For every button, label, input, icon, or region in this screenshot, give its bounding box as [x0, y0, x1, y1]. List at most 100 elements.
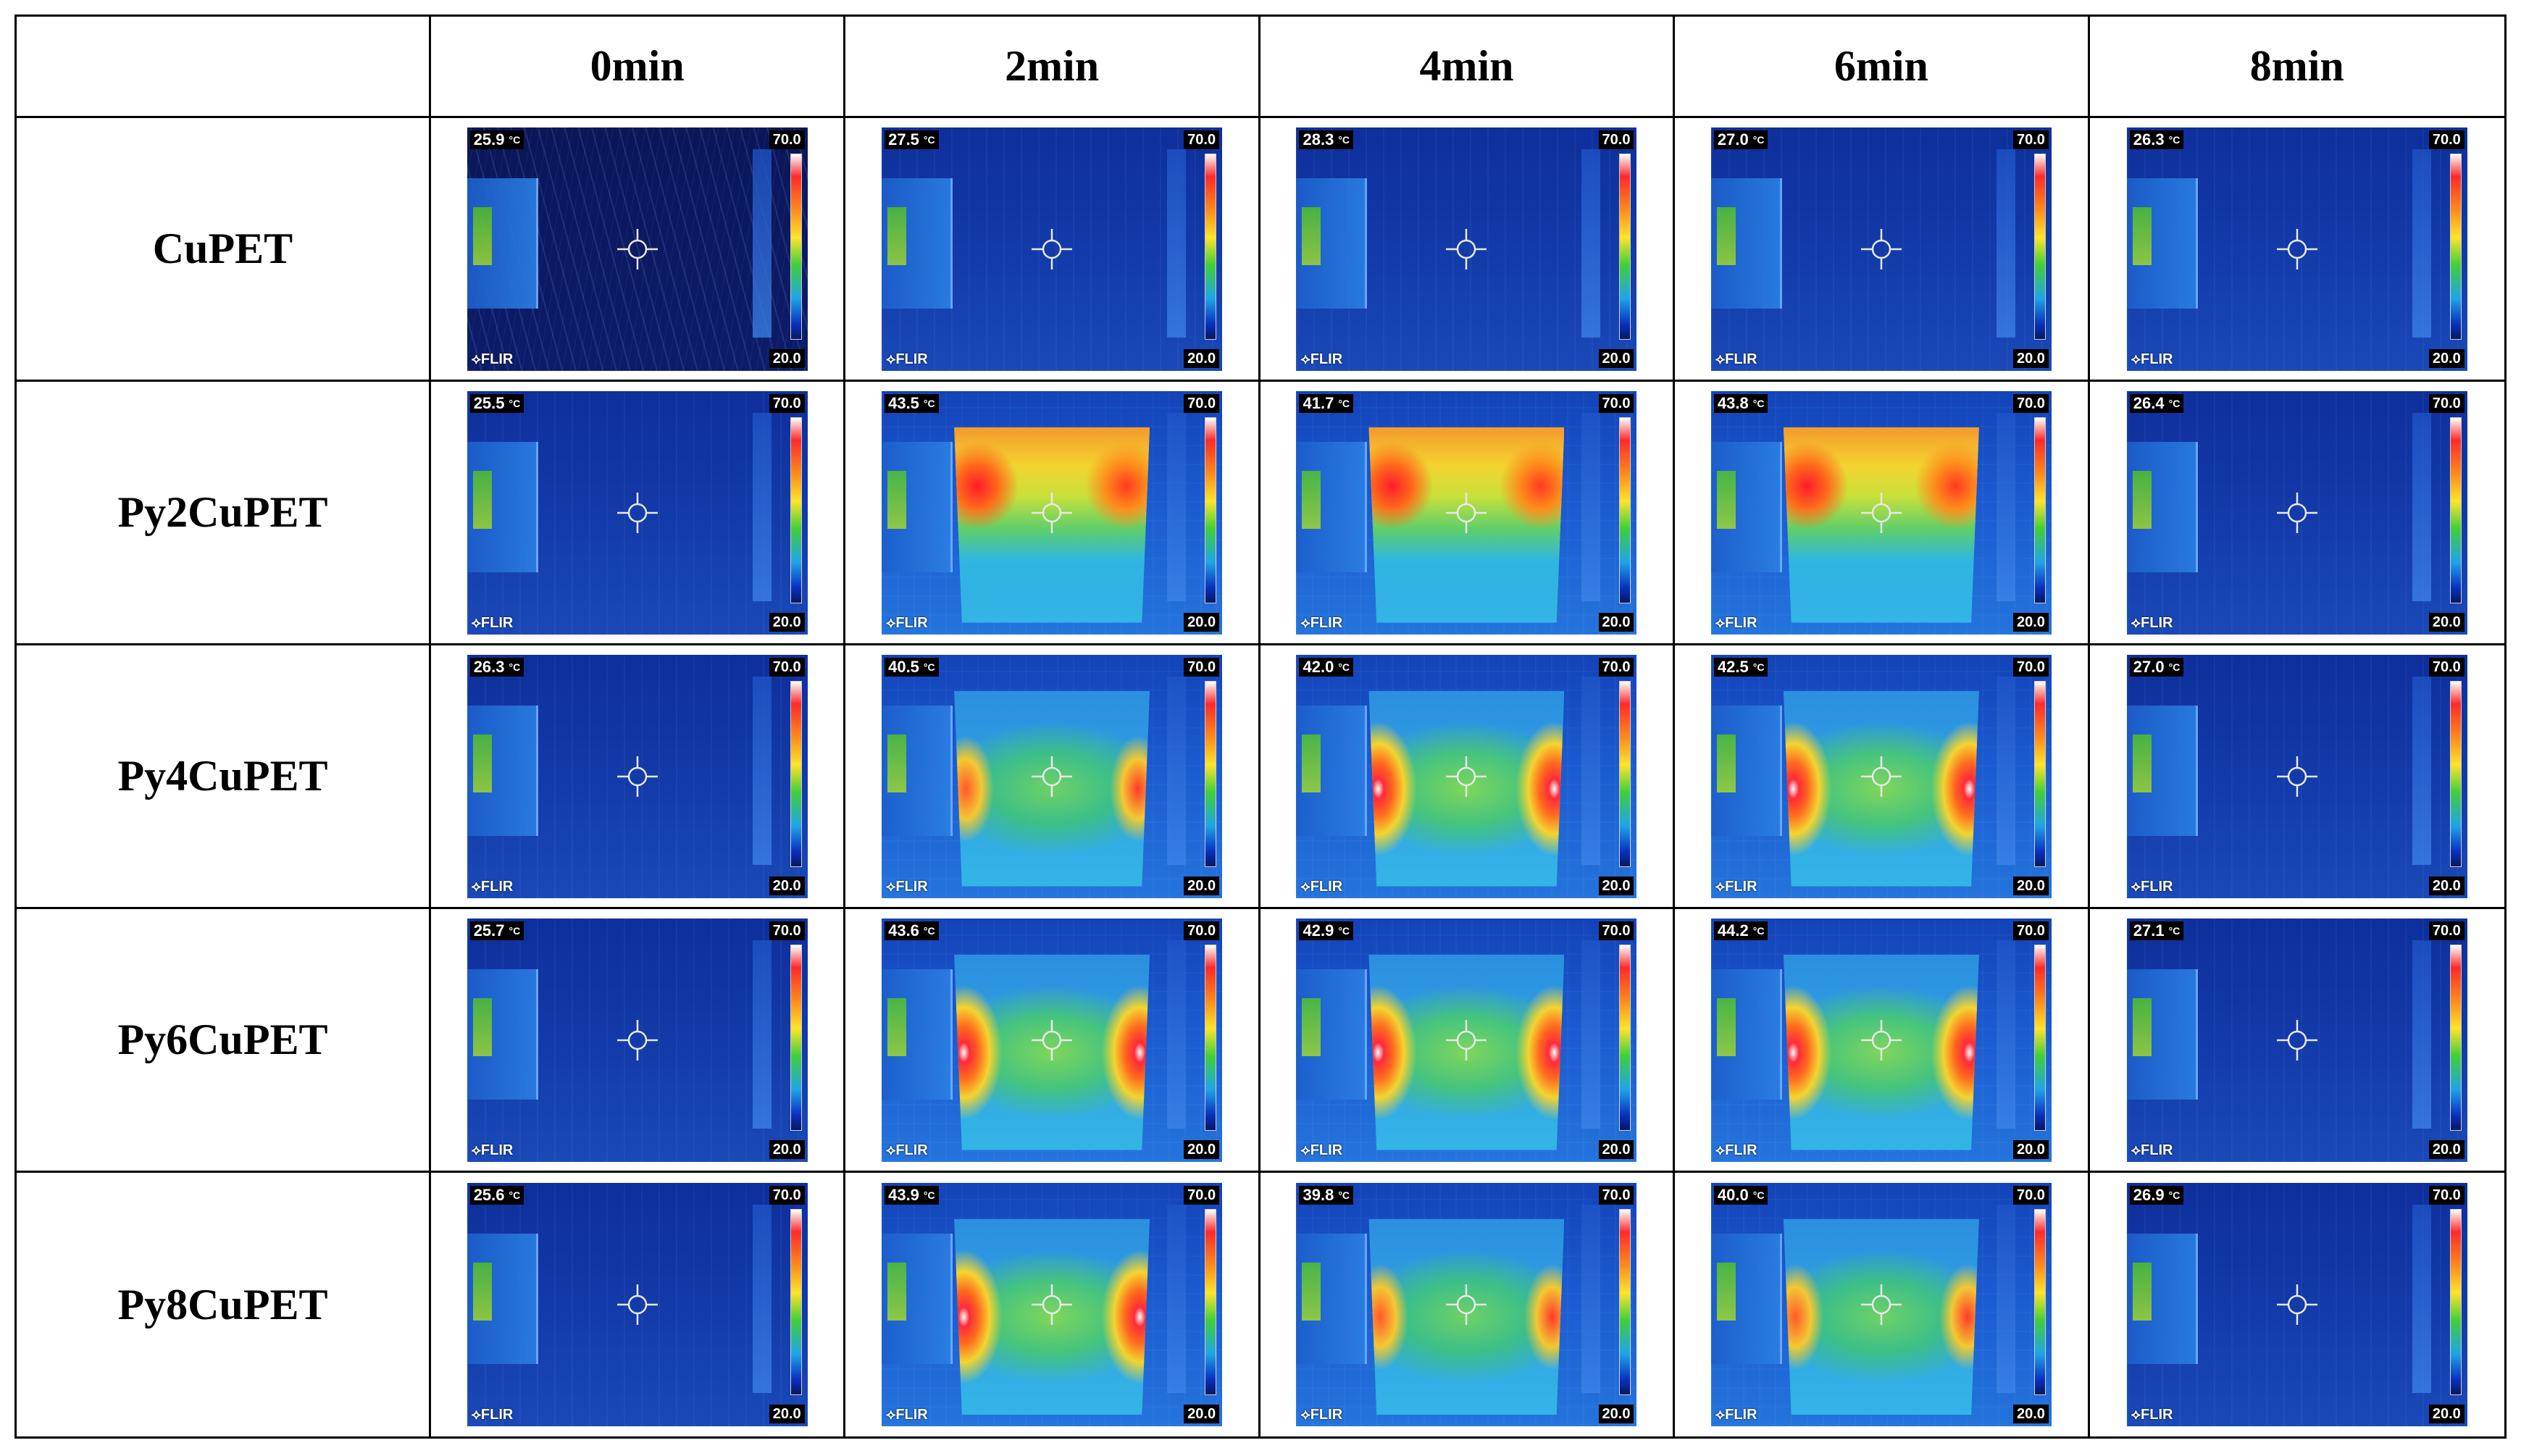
machine-structure: [882, 968, 953, 1100]
scale-max-label: 70.0: [1184, 130, 1220, 149]
flir-logo: ⟡FLIR: [471, 614, 514, 631]
image-cell: 42.9 °C 70.0 20.0 ⟡FLIR: [1260, 909, 1676, 1173]
scale-min-label: 20.0: [769, 1405, 805, 1423]
temperature-value: 26.3: [2133, 130, 2165, 148]
column-header-cell: 4min: [1260, 17, 1676, 118]
thermal-image: 43.6 °C 70.0 20.0 ⟡FLIR: [882, 918, 1223, 1162]
heated-fabric: [1783, 954, 1979, 1150]
scale-max-label: 70.0: [1598, 393, 1634, 413]
crosshair-icon: [1032, 228, 1073, 269]
machine-structure: [1710, 1234, 1782, 1364]
scale-min-label: 20.0: [2012, 612, 2049, 632]
scale-max-label: 70.0: [769, 921, 805, 940]
temperature-unit: °C: [923, 133, 935, 146]
temperature-scale-bar: [2033, 680, 2046, 867]
machine-structure: [1296, 177, 1368, 309]
image-cell: 26.3 °C 70.0 20.0 ⟡FLIR: [431, 645, 846, 909]
machine-post: [1996, 1205, 2015, 1393]
machine-post: [752, 676, 772, 865]
scale-min-label: 20.0: [1598, 1405, 1634, 1423]
temperature-scale-bar: [1619, 1209, 1631, 1395]
flir-logo: ⟡FLIR: [471, 1142, 514, 1158]
image-cell: 39.8 °C 70.0 20.0 ⟡FLIR: [1260, 1173, 1676, 1436]
machine-post: [1581, 676, 1601, 865]
thermal-image: 25.5 °C 70.0 20.0 ⟡FLIR: [467, 390, 808, 635]
crosshair-icon: [616, 228, 658, 269]
scale-max-label: 70.0: [1184, 1186, 1220, 1205]
image-cell: 25.7 °C 70.0 20.0 ⟡FLIR: [431, 909, 846, 1173]
thermal-image: 26.4 °C 70.0 20.0 ⟡FLIR: [2126, 390, 2467, 635]
row-header: Py4CuPET: [117, 752, 328, 800]
temperature-scale-bar: [2033, 417, 2046, 603]
scale-min-label: 20.0: [769, 876, 805, 895]
machine-post: [1996, 148, 2015, 338]
scale-max-label: 70.0: [2012, 393, 2049, 413]
thermal-image: 25.7 °C 70.0 20.0 ⟡FLIR: [467, 918, 808, 1162]
temperature-unit: °C: [2168, 397, 2181, 409]
machine-structure: [1296, 1234, 1368, 1364]
temperature-unit: °C: [2168, 1189, 2181, 1201]
thermal-image: 42.9 °C 70.0 20.0 ⟡FLIR: [1296, 918, 1637, 1162]
crosshair-icon: [1032, 1019, 1073, 1060]
thermal-image: 27.0 °C 70.0 20.0 ⟡FLIR: [2126, 654, 2467, 898]
temperature-unit: °C: [1338, 397, 1350, 409]
crosshair-icon: [1860, 1284, 1902, 1325]
flir-logo: ⟡FLIR: [471, 1407, 514, 1423]
row-header-cell: Py2CuPET: [17, 382, 431, 645]
temperature-scale-bar: [2449, 153, 2462, 340]
crosshair-icon: [1860, 756, 1902, 797]
flir-logo: ⟡FLIR: [2131, 614, 2173, 631]
flir-logo: ⟡FLIR: [886, 614, 928, 631]
thermal-image: 28.3 °C 70.0 20.0 ⟡FLIR: [1296, 127, 1637, 371]
temperature-value: 26.4: [2133, 393, 2165, 412]
thermal-image: 44.2 °C 70.0 20.0 ⟡FLIR: [1710, 918, 2052, 1162]
image-cell: 26.3 °C 70.0 20.0 ⟡FLIR: [2089, 118, 2504, 382]
temperature-unit: °C: [509, 133, 521, 146]
temperature-scale-bar: [2033, 153, 2046, 340]
flir-logo: ⟡FLIR: [1300, 1407, 1343, 1423]
temperature-scale-bar: [790, 153, 802, 340]
machine-post: [2412, 412, 2431, 601]
temperature-unit: °C: [509, 924, 521, 937]
temperature-readout: 43.5 °C: [885, 393, 939, 413]
temperature-readout: 27.0 °C: [1713, 130, 1768, 149]
image-cell: 27.1 °C 70.0 20.0 ⟡FLIR: [2089, 909, 2504, 1173]
row-header: Py2CuPET: [117, 488, 328, 536]
column-header: 4min: [1419, 42, 1514, 90]
scale-min-label: 20.0: [2428, 612, 2464, 632]
heated-fabric: [954, 690, 1150, 887]
thermal-image: 42.0 °C 70.0 20.0 ⟡FLIR: [1296, 654, 1637, 898]
crosshair-icon: [1446, 1019, 1487, 1060]
scale-max-label: 70.0: [769, 393, 805, 413]
temperature-readout: 41.7 °C: [1299, 393, 1354, 413]
machine-structure: [467, 441, 538, 572]
scale-min-label: 20.0: [2428, 1139, 2464, 1159]
scale-min-label: 20.0: [1184, 876, 1220, 895]
temperature-value: 43.8: [1717, 393, 1749, 412]
temperature-value: 26.3: [473, 657, 505, 676]
crosshair-icon: [2276, 492, 2317, 533]
thermal-image: 26.9 °C 70.0 20.0 ⟡FLIR: [2126, 1183, 2467, 1426]
scale-max-label: 70.0: [2012, 657, 2049, 677]
scale-max-label: 70.0: [1598, 130, 1634, 149]
flir-logo: ⟡FLIR: [1300, 351, 1343, 367]
scale-min-label: 20.0: [1184, 348, 1220, 368]
image-cell: 27.0 °C 70.0 20.0 ⟡FLIR: [1675, 118, 2090, 382]
temperature-value: 28.3: [1303, 130, 1334, 148]
flir-logo: ⟡FLIR: [1715, 351, 1757, 367]
column-header-cell: 2min: [845, 17, 1260, 118]
thermal-image: 43.9 °C 70.0 20.0 ⟡FLIR: [882, 1183, 1223, 1426]
machine-post: [752, 1205, 772, 1393]
temperature-value: 43.5: [888, 393, 919, 412]
temperature-value: 26.9: [2133, 1186, 2165, 1204]
machine-structure: [1296, 968, 1368, 1100]
temperature-value: 25.7: [473, 921, 505, 940]
temperature-unit: °C: [923, 661, 935, 673]
temperature-readout: 26.9 °C: [2129, 1186, 2184, 1205]
temperature-value: 43.6: [888, 921, 919, 940]
temperature-readout: 42.5 °C: [1713, 657, 1768, 677]
row-header: Py8CuPET: [117, 1280, 328, 1329]
temperature-readout: 42.0 °C: [1299, 657, 1354, 677]
machine-structure: [882, 705, 953, 836]
thermal-image: 27.1 °C 70.0 20.0 ⟡FLIR: [2126, 918, 2467, 1162]
